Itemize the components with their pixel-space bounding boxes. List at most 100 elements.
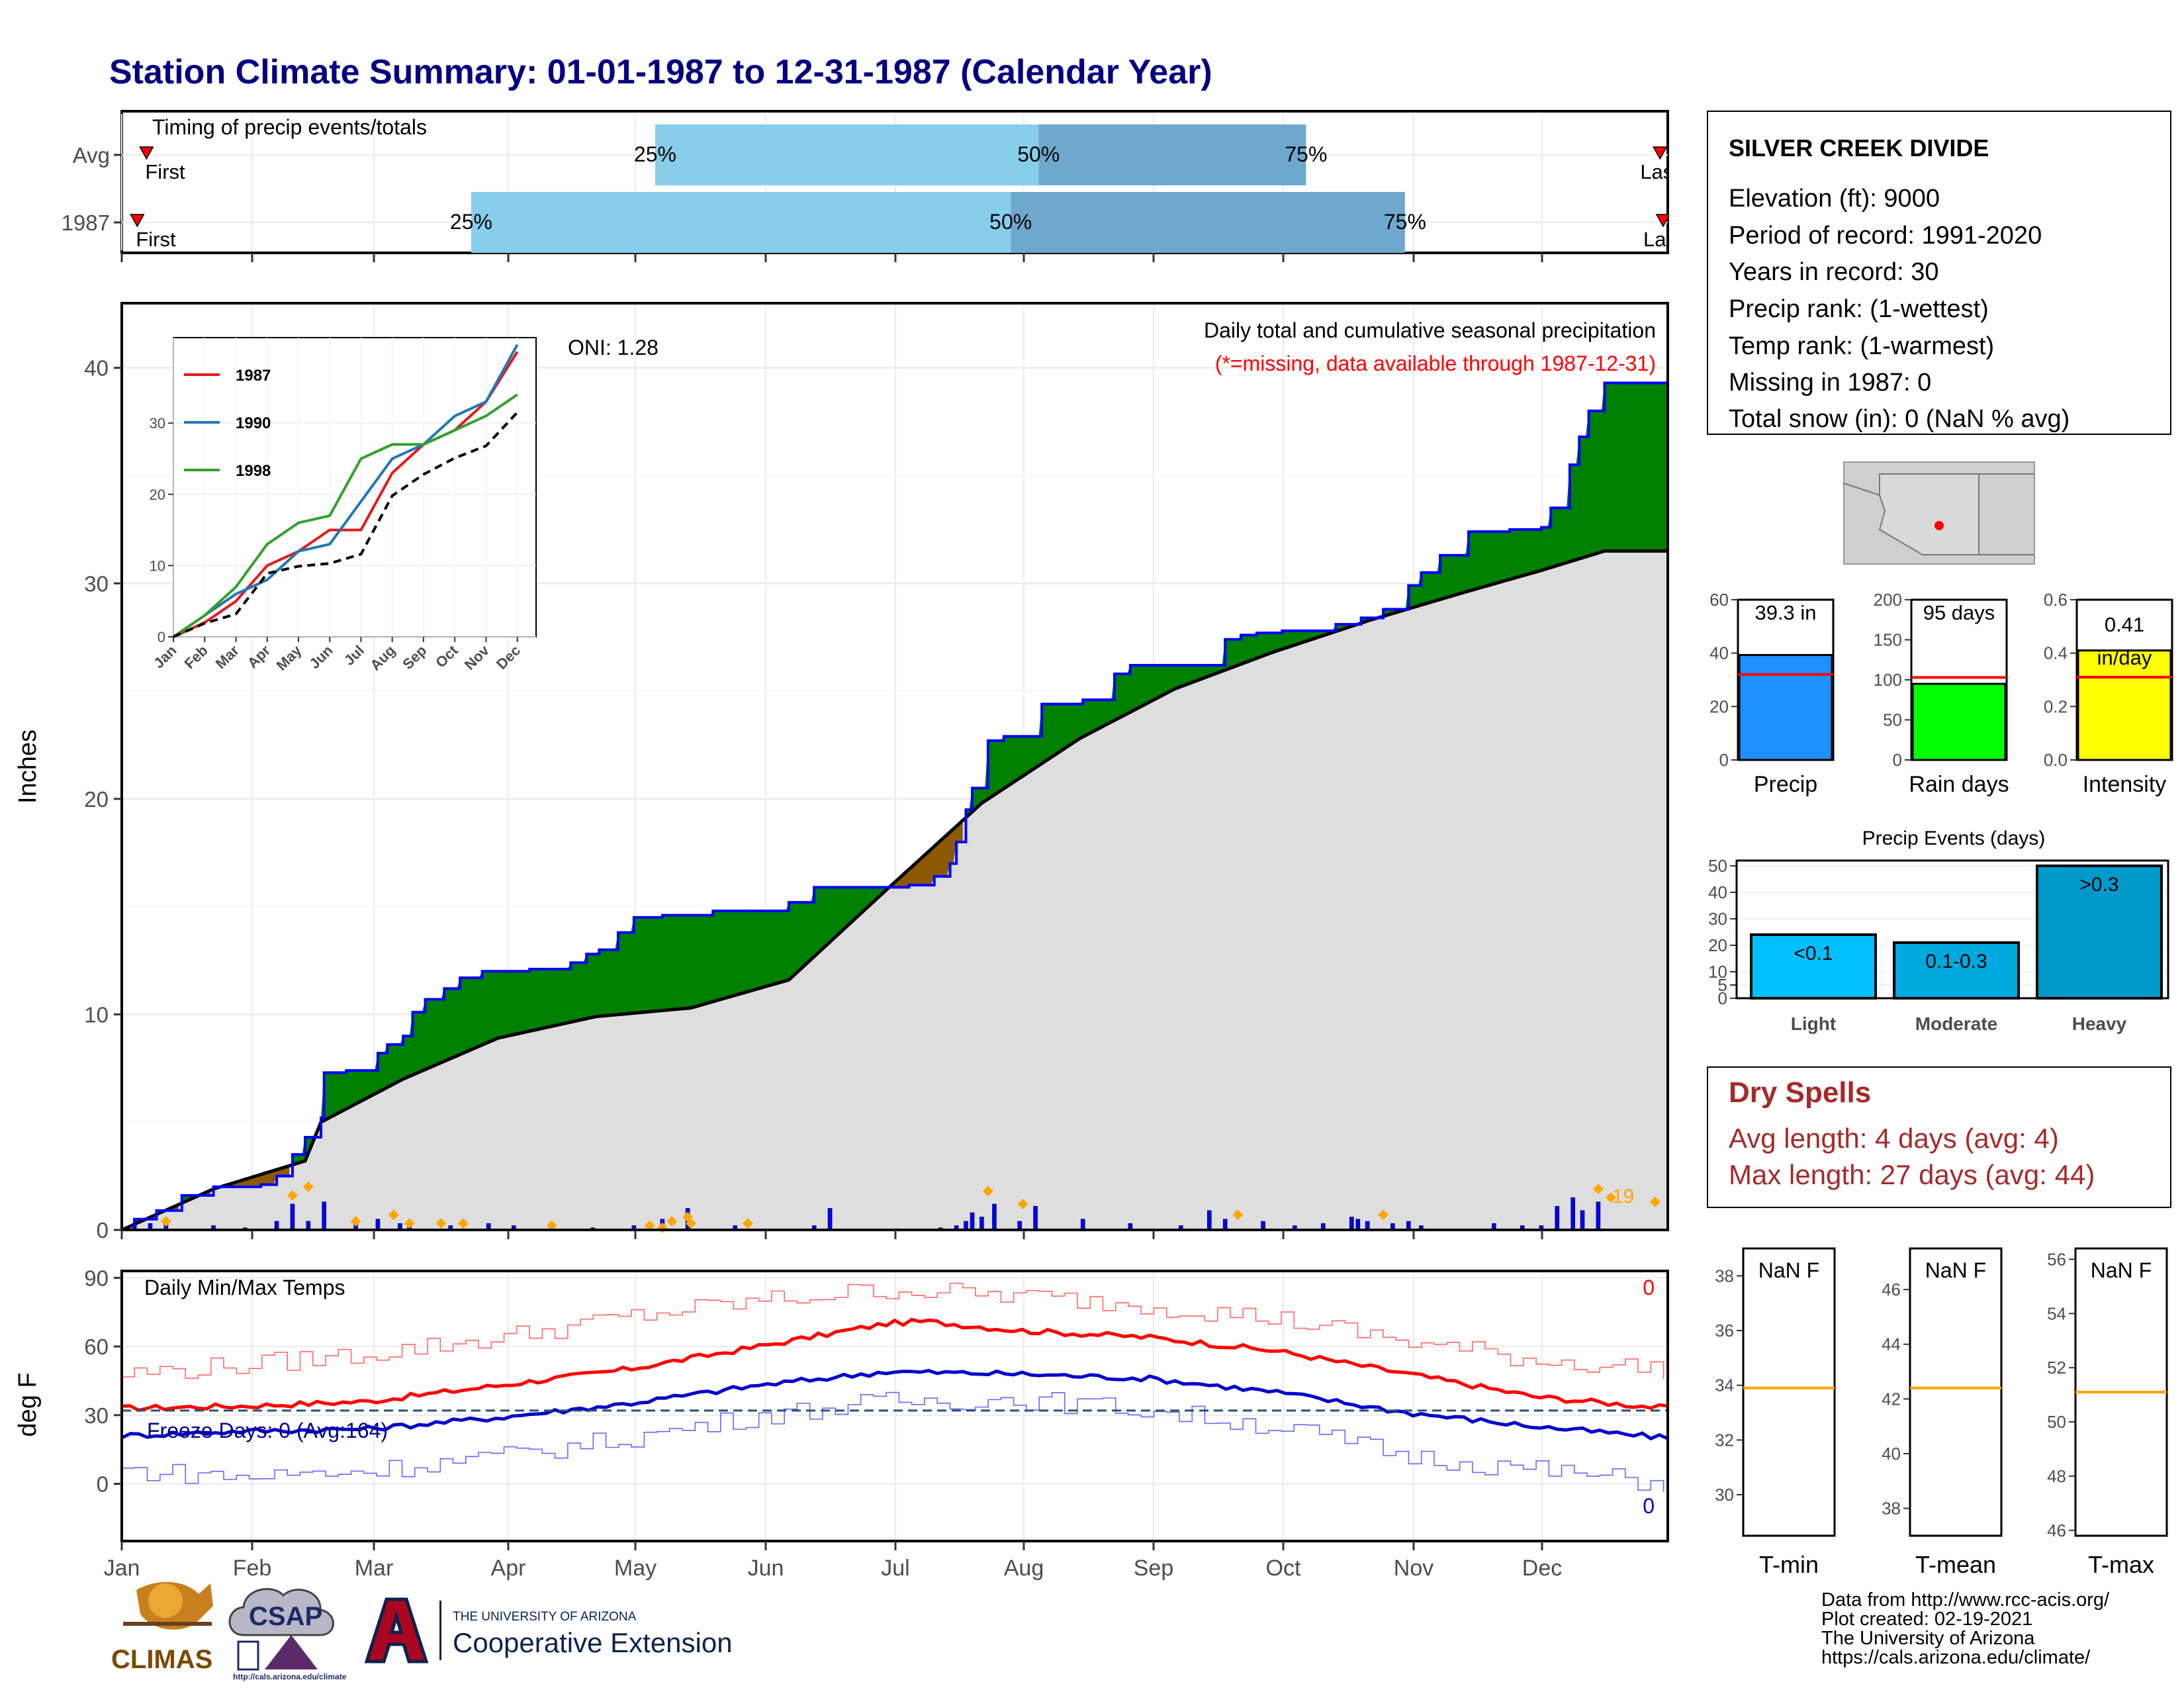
summary-y-tick-label: 20	[1709, 696, 1729, 716]
ua-logo: THE UNIVERSITY OF ARIZONA Cooperative Ex…	[364, 1597, 733, 1664]
quantile-label: 50%	[1017, 142, 1060, 166]
precip-event-marker	[546, 1220, 557, 1231]
climas-wave	[123, 1622, 212, 1626]
first-event-label: First	[136, 228, 176, 251]
summary-y-tick-label: 200	[1874, 590, 1902, 610]
events-y-tick-label: 5	[1718, 975, 1727, 995]
daily-precip-bar	[1596, 1201, 1601, 1231]
inset-y-tick-label: 0	[158, 629, 165, 645]
events-category-label: Moderate	[1915, 1013, 1997, 1034]
dry-spells-title: Dry Spells	[1729, 1076, 1871, 1109]
events-y-tick-label: 50	[1708, 856, 1727, 876]
station-line: Years in record: 30	[1729, 258, 1939, 286]
summary-unit-label: in/day	[2097, 646, 2152, 669]
temp-summary-y-tick-label: 38	[1882, 1499, 1901, 1519]
temp-y-axis: 0 30 60 90	[84, 1266, 122, 1497]
temp-summary-y-tick-label: 36	[1715, 1321, 1734, 1340]
events-y-tick-label: 20	[1708, 935, 1727, 955]
neighbor-border	[1843, 483, 1880, 496]
month-label: Nov	[1394, 1556, 1433, 1581]
events-y-tick-label: 40	[1708, 882, 1727, 902]
precip-y-label: Inches	[14, 729, 42, 804]
timing-title: Timing of precip events/totals	[152, 115, 427, 139]
arizona-outline	[1878, 473, 1979, 555]
ua-name: THE UNIVERSITY OF ARIZONA	[453, 1610, 637, 1624]
temp-summary-y-tick-label: 48	[2047, 1466, 2066, 1486]
average-cumulative-fill	[122, 551, 1668, 1230]
station-location-dot	[1934, 521, 1944, 530]
inset-legend: 1987 1990 1998	[184, 367, 271, 480]
summary-panel-label: Rain days	[1909, 772, 2009, 797]
summary-panel-label: Precip	[1754, 772, 1817, 797]
last-event-label: 19	[1612, 1186, 1634, 1207]
precip-event-marker	[350, 1215, 361, 1227]
precip-event-marker	[666, 1215, 678, 1227]
inset-series-line	[173, 411, 519, 638]
summary-value-bar	[2077, 649, 2172, 761]
csap-cloud	[228, 1587, 334, 1636]
summary-value-label: 95 days	[1923, 601, 1995, 624]
quantile-label: 75%	[1285, 142, 1327, 166]
precip-event-marker	[457, 1218, 469, 1229]
precip-event-marker	[302, 1181, 314, 1192]
temp-summary-y-tick-label: 44	[1882, 1335, 1901, 1354]
timing-x-ticks	[120, 253, 1543, 262]
temp-summary-y-tick-label: 50	[2047, 1412, 2066, 1432]
dry-spells-box: Dry Spells Avg length: 4 days (avg: 4) M…	[1707, 1066, 2171, 1208]
temp-summary-y-tick-label: 40	[1882, 1444, 1901, 1464]
summary-value-bar	[1911, 682, 2007, 761]
precip-event-marker	[1378, 1209, 1389, 1221]
precip-event-marker	[685, 1218, 696, 1229]
page-title: Station Climate Summary: 01-01-1987 to 1…	[109, 53, 1212, 91]
temp-summary-y-tick-label: 30	[1715, 1485, 1734, 1505]
temp-summary-y-tick-label: 46	[1882, 1280, 1901, 1299]
inset-legend-label: 1987	[236, 367, 271, 385]
precip-event-marker	[644, 1220, 655, 1231]
csap-mountain	[265, 1635, 318, 1669]
temp-summary-value-label: NaN F	[1925, 1258, 1986, 1282]
climas-logo: CLIMAS	[111, 1581, 213, 1674]
footer-credits: Data from http://www.rcc-acis.org/ Plot …	[1821, 1589, 2110, 1668]
summary-y-tick-label: 50	[1883, 710, 1902, 730]
inset-series-line	[173, 351, 519, 638]
timing-bar-q25-q50	[655, 124, 1039, 185]
inset-y-tick-label: 10	[150, 557, 165, 574]
summary-y-tick-label: 0.2	[2044, 696, 2068, 716]
temp-y-tick-label: 60	[84, 1335, 109, 1359]
events-category-label: Heavy	[2072, 1013, 2127, 1034]
station-box: SILVER CREEK DIVIDE Elevation (ft): 9000…	[1707, 111, 2171, 435]
temp-y-tick-label: 0	[97, 1472, 109, 1497]
summary-value-label: 39.3 in	[1754, 601, 1816, 624]
summary-panel-label: Intensity	[2083, 772, 2167, 797]
summary-y-tick-label: 40	[1709, 643, 1729, 663]
footer-line: Plot created: 02-19-2021	[1821, 1609, 2032, 1630]
max-count-label: 0	[1643, 1276, 1655, 1299]
month-label: Aug	[1004, 1556, 1044, 1581]
above-average-fill	[320, 887, 887, 1123]
locator-map	[1843, 461, 2035, 565]
freeze-days-label: Freeze Days: 0 (Avg:164)	[147, 1419, 388, 1442]
precip-areas	[120, 381, 1668, 1232]
daily-precip-bar	[1033, 1205, 1038, 1231]
events-bar-label: 0.1-0.3	[1925, 951, 1987, 972]
events-bar-label: <0.1	[1794, 943, 1833, 964]
summary-value-label: 0.41	[2105, 613, 2144, 636]
station-name: SILVER CREEK DIVIDE	[1729, 134, 1989, 162]
inset-legend-label: 1998	[236, 462, 271, 480]
events-bar	[1893, 941, 2020, 1000]
temp-grid	[121, 1271, 1668, 1541]
precip-subtitle: Daily total and cumulative seasonal prec…	[1204, 318, 1656, 342]
daily-precip-bar	[827, 1208, 833, 1231]
temp-summary-frame	[1742, 1247, 1836, 1537]
precip-event-marker	[388, 1209, 399, 1221]
dry-spells-frame	[1707, 1066, 2171, 1208]
temp-summary-y-tick-label: 56	[2047, 1249, 2066, 1269]
timing-bar-q25-q50	[471, 192, 1011, 253]
temp-series-line	[122, 1282, 1664, 1380]
precip-event-marker	[435, 1218, 447, 1229]
last-event-marker	[1653, 146, 1668, 160]
temp-summary-label: T-min	[1759, 1551, 1819, 1578]
month-label: Mar	[355, 1556, 394, 1581]
